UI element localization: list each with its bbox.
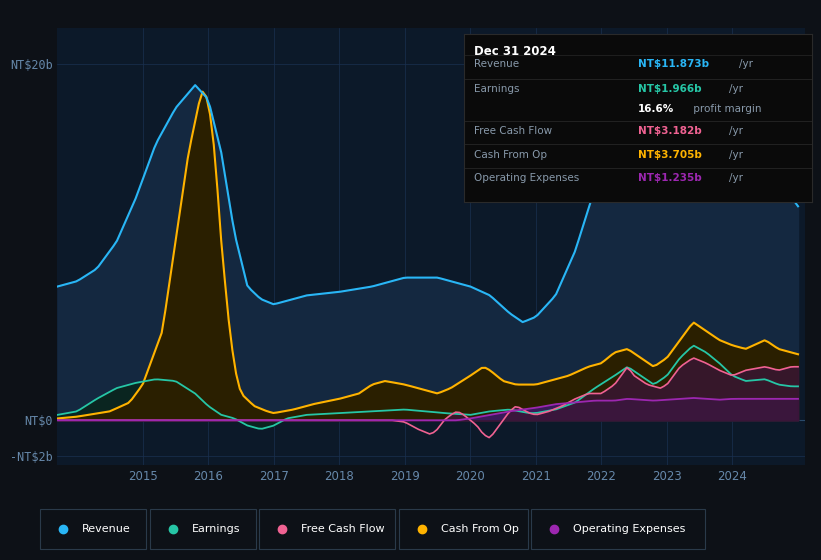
Text: NT$11.873b: NT$11.873b: [638, 59, 709, 69]
Text: Revenue: Revenue: [82, 524, 131, 534]
FancyBboxPatch shape: [150, 509, 255, 549]
FancyBboxPatch shape: [40, 509, 146, 549]
Text: Revenue: Revenue: [475, 59, 520, 69]
Text: profit margin: profit margin: [690, 104, 762, 114]
Text: /yr: /yr: [729, 84, 743, 94]
Text: NT$1.235b: NT$1.235b: [638, 173, 702, 183]
Text: /yr: /yr: [729, 173, 743, 183]
Text: Cash From Op: Cash From Op: [441, 524, 519, 534]
Text: NT$3.705b: NT$3.705b: [638, 150, 702, 160]
FancyBboxPatch shape: [259, 509, 396, 549]
Text: Dec 31 2024: Dec 31 2024: [475, 45, 556, 58]
Text: /yr: /yr: [739, 59, 753, 69]
Text: /yr: /yr: [729, 126, 743, 136]
Text: NT$1.966b: NT$1.966b: [638, 84, 701, 94]
Text: Earnings: Earnings: [475, 84, 520, 94]
Text: Free Cash Flow: Free Cash Flow: [475, 126, 553, 136]
Text: Operating Expenses: Operating Expenses: [475, 173, 580, 183]
Text: Cash From Op: Cash From Op: [475, 150, 548, 160]
Text: Earnings: Earnings: [191, 524, 240, 534]
Text: NT$3.182b: NT$3.182b: [638, 126, 702, 136]
Text: 16.6%: 16.6%: [638, 104, 674, 114]
Text: Operating Expenses: Operating Expenses: [573, 524, 686, 534]
Text: /yr: /yr: [729, 150, 743, 160]
Text: Free Cash Flow: Free Cash Flow: [301, 524, 384, 534]
FancyBboxPatch shape: [399, 509, 528, 549]
FancyBboxPatch shape: [531, 509, 705, 549]
